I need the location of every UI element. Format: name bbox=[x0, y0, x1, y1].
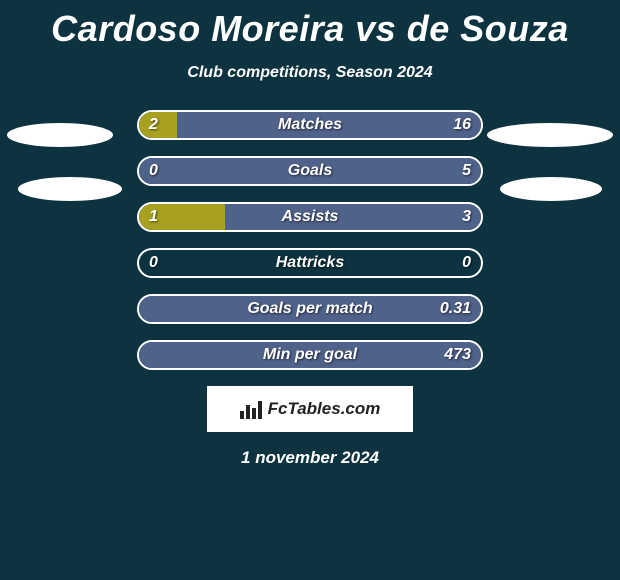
stat-row: 1Assists3 bbox=[137, 202, 483, 232]
right-value: 0.31 bbox=[440, 300, 471, 318]
stat-label: Goals per match bbox=[139, 300, 481, 318]
stat-label: Matches bbox=[139, 116, 481, 134]
stat-label: Min per goal bbox=[139, 346, 481, 364]
right-value: 16 bbox=[453, 116, 471, 134]
comparison-chart: 2Matches160Goals51Assists30Hattricks0Goa… bbox=[0, 110, 620, 370]
right-value: 3 bbox=[462, 208, 471, 226]
right-player-ellipse bbox=[500, 177, 602, 201]
right-value: 5 bbox=[462, 162, 471, 180]
stat-label: Assists bbox=[139, 208, 481, 226]
stat-label: Goals bbox=[139, 162, 481, 180]
subtitle: Club competitions, Season 2024 bbox=[0, 64, 620, 82]
left-player-ellipse bbox=[18, 177, 122, 201]
stat-label: Hattricks bbox=[139, 254, 481, 272]
page-title: Cardoso Moreira vs de Souza bbox=[0, 0, 620, 50]
right-value: 473 bbox=[444, 346, 471, 364]
right-value: 0 bbox=[462, 254, 471, 272]
left-player-ellipse bbox=[7, 123, 113, 147]
brand-text: FcTables.com bbox=[268, 399, 381, 419]
date-text: 1 november 2024 bbox=[0, 448, 620, 468]
brand-badge: FcTables.com bbox=[207, 386, 413, 432]
stat-row: 0Goals5 bbox=[137, 156, 483, 186]
stat-row: Min per goal473 bbox=[137, 340, 483, 370]
stat-row: Goals per match0.31 bbox=[137, 294, 483, 324]
stat-row: 0Hattricks0 bbox=[137, 248, 483, 278]
right-player-ellipse bbox=[487, 123, 613, 147]
stat-row: 2Matches16 bbox=[137, 110, 483, 140]
chart-icon bbox=[240, 399, 262, 419]
